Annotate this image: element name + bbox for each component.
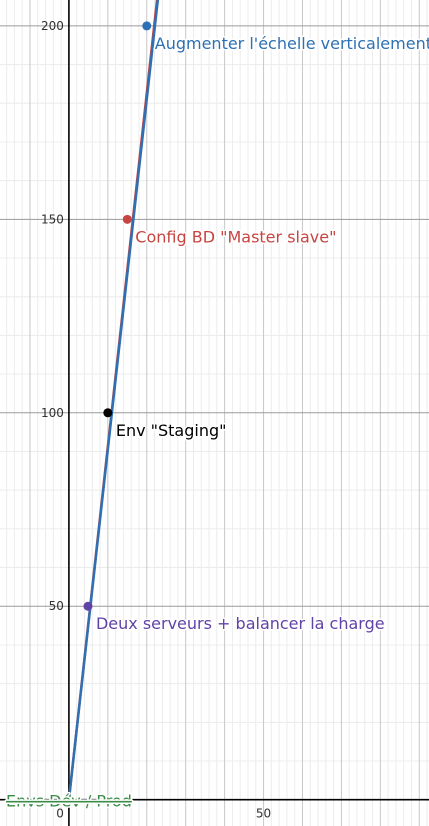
y-tick-label: 150 [41,212,64,226]
data-point-1 [64,795,74,805]
x-tick-label: 0 [56,807,64,821]
y-tick-label: 50 [49,599,64,613]
y-tick-label: 200 [41,19,64,33]
data-point-5 [142,21,152,31]
data-point-3 [103,408,113,418]
point-label-1: Envs Dév / Prod [6,792,132,811]
point-label-2: Deux serveurs + balancer la charge [96,614,385,633]
point-label-3: Env "Staging" [116,421,227,440]
data-point-4 [122,214,132,224]
point-label-4: Config BD "Master slave" [135,227,336,246]
data-point-2 [83,601,93,611]
x-tick-label: 50 [256,807,271,821]
y-tick-label: 100 [41,406,64,420]
series-line-2 [67,0,160,800]
point-label-5: Augmenter l'échelle verticalement [155,34,429,53]
